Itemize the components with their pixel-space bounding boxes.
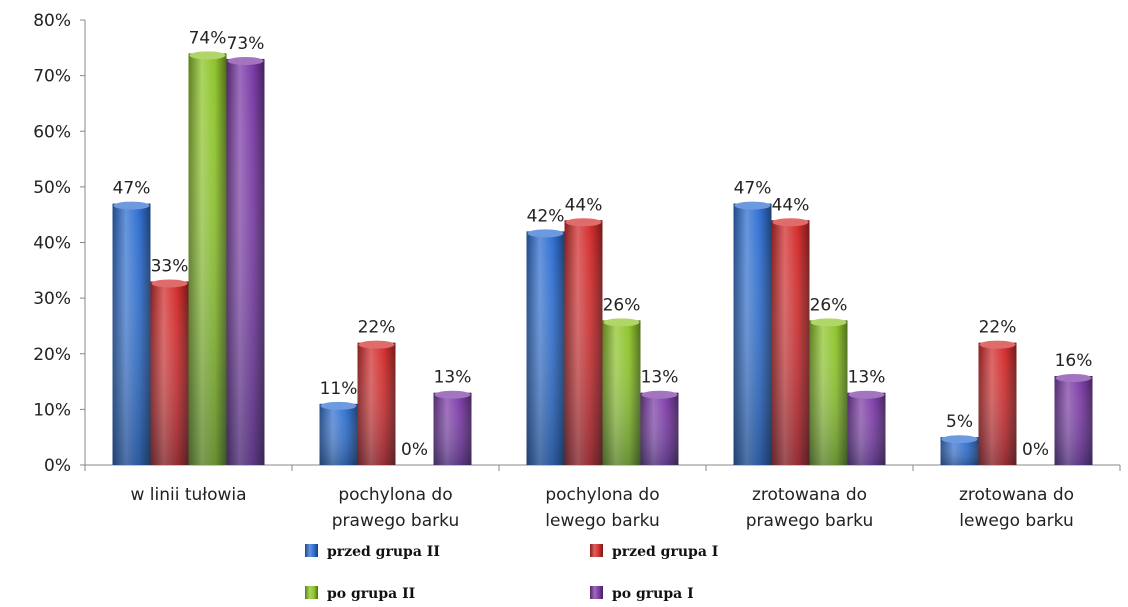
data-label: 33% [151, 256, 189, 276]
bar-top-cap [772, 218, 809, 227]
data-label: 47% [113, 179, 151, 199]
legend-label: po grupa II [327, 586, 415, 602]
bar-top-cap [848, 390, 885, 399]
bar-top-cap [189, 51, 226, 60]
data-label: 13% [848, 368, 886, 388]
data-label: 73% [227, 34, 265, 54]
bar-top-cap [434, 390, 471, 399]
y-tick-label: 30% [33, 289, 71, 309]
y-tick-label: 10% [33, 400, 71, 420]
bar-top-cap [603, 318, 640, 327]
data-label: 13% [641, 368, 679, 388]
y-tick-label: 20% [33, 345, 71, 365]
bar-shading [526, 231, 565, 465]
data-label: 47% [734, 179, 772, 199]
category-label: prawego barku [332, 511, 459, 531]
category-label: lewego barku [959, 511, 1073, 531]
bar-shading [1054, 376, 1093, 465]
category-labels: w linii tułowia pochylona do prawego barku… [130, 485, 1074, 531]
bar-shading [564, 220, 603, 465]
legend-swatch [590, 544, 603, 557]
bar-shading [433, 392, 472, 465]
bar-shading [188, 53, 227, 465]
data-label: 26% [810, 295, 848, 315]
bar-top-cap [979, 340, 1016, 349]
bar-shading [150, 281, 189, 465]
data-label: 74% [189, 28, 227, 48]
data-label: 16% [1055, 351, 1093, 371]
bar-top-cap [1055, 374, 1092, 382]
category-label: pochylona do [545, 485, 659, 505]
legend: przed grupa II przed grupa I po grupa II po… [305, 544, 718, 602]
bar-top-cap [320, 401, 357, 410]
legend-label: przed grupa I [612, 544, 718, 560]
y-tick-label: 70% [33, 67, 71, 87]
legend-label: przed grupa II [327, 544, 440, 560]
category-label: lewego barku [545, 511, 659, 531]
legend-swatch [590, 586, 603, 599]
bar-top-cap [565, 218, 602, 227]
data-label: 22% [979, 318, 1017, 338]
bar-shading [847, 392, 886, 465]
bar-top-cap [358, 340, 395, 349]
data-label: 5% [946, 412, 973, 432]
bar-shading [602, 320, 641, 465]
data-label: 11% [320, 379, 358, 399]
legend-swatch [305, 586, 318, 599]
data-label: 42% [527, 206, 565, 226]
category-label: zrotowana do [752, 485, 867, 505]
data-labels: 47%33%74% 73%11%22%0%13%42%44%26%13%47%44… [113, 28, 1093, 460]
data-label: 26% [603, 295, 641, 315]
bar-shading [319, 403, 358, 465]
bar-shading [357, 342, 396, 465]
bar-shading [809, 320, 848, 465]
data-label: 44% [565, 195, 603, 215]
category-label: prawego barku [746, 511, 873, 531]
bar-top-cap [527, 229, 564, 238]
y-tick-label: 50% [33, 178, 71, 198]
category-label: w linii tułowia [130, 485, 246, 505]
data-label: 13% [434, 368, 472, 388]
bar-top-cap [810, 318, 847, 327]
data-label: 44% [772, 195, 810, 215]
bar-shading [112, 203, 151, 465]
bar-shading [978, 342, 1017, 465]
bar-shading [640, 392, 679, 465]
y-tick-label: 80% [33, 11, 71, 31]
bar-top-cap [151, 279, 188, 288]
bar-shading [771, 220, 810, 465]
bar-top-cap [641, 390, 678, 399]
legend-label: po grupa I [612, 586, 694, 602]
legend-swatch [305, 544, 318, 557]
y-tick-label: 60% [33, 122, 71, 142]
bar-top-cap [734, 201, 771, 210]
bar-shading [733, 203, 772, 465]
bar-top-cap [941, 435, 978, 444]
y-tick-label: 40% [33, 234, 71, 254]
bar-top-cap [113, 201, 150, 210]
bar-shading [226, 58, 265, 465]
category-label: zrotowana do [959, 485, 1074, 505]
bar-top-cap [227, 56, 264, 65]
data-label: 0% [1022, 440, 1049, 460]
category-label: pochylona do [338, 485, 452, 505]
data-label: 0% [401, 440, 428, 460]
data-label: 22% [358, 318, 396, 338]
bars [112, 51, 1093, 465]
y-tick-label: 0% [44, 456, 71, 476]
